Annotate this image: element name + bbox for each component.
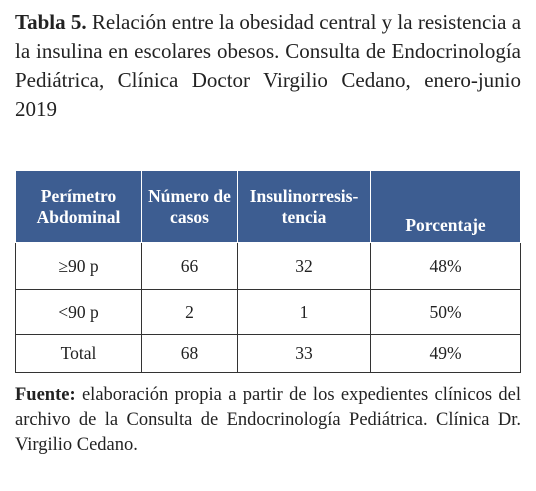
table-cell: 33 xyxy=(237,334,371,373)
table-cell: 50% xyxy=(370,289,521,335)
table-row: <90 p 2 1 50% xyxy=(15,289,521,335)
table-caption: Tabla 5. Relación entre la obesidad cent… xyxy=(15,8,521,124)
table-cell: 32 xyxy=(237,242,371,290)
table-cell: Total xyxy=(15,334,142,373)
table-body: ≥90 p 66 32 48% <90 p 2 1 50% Total 68 33 49% xyxy=(15,242,521,373)
header-cell: Perímetro Abdominal xyxy=(15,170,142,243)
table-cell: 66 xyxy=(141,242,238,290)
table-row: Total 68 33 49% xyxy=(15,334,521,373)
data-table: Perímetro Abdominal Número de casos Insu… xyxy=(15,170,521,373)
header-row: Perímetro Abdominal Número de casos Insu… xyxy=(15,170,521,243)
table-row: ≥90 p 66 32 48% xyxy=(15,242,521,290)
table-cell: ≥90 p xyxy=(15,242,142,290)
table-cell: 48% xyxy=(370,242,521,290)
table-cell: 49% xyxy=(370,334,521,373)
source-note: Fuente: elaboración propia a partir de l… xyxy=(15,383,521,458)
header-cell: Insulinorresis­tencia xyxy=(237,170,371,243)
table-cell: 2 xyxy=(141,289,238,335)
caption-label: Tabla 5. xyxy=(15,10,87,34)
table-cell: 68 xyxy=(141,334,238,373)
caption-text: Relación entre la obesidad central y la … xyxy=(15,10,522,121)
header-cell: Número de casos xyxy=(141,170,238,243)
source-label: Fuente: xyxy=(15,385,76,405)
table-cell: <90 p xyxy=(15,289,142,335)
header-cell: Porcentaje xyxy=(370,170,521,243)
source-text: elaboración propia a partir de los exped… xyxy=(15,385,522,455)
table-cell: 1 xyxy=(237,289,371,335)
